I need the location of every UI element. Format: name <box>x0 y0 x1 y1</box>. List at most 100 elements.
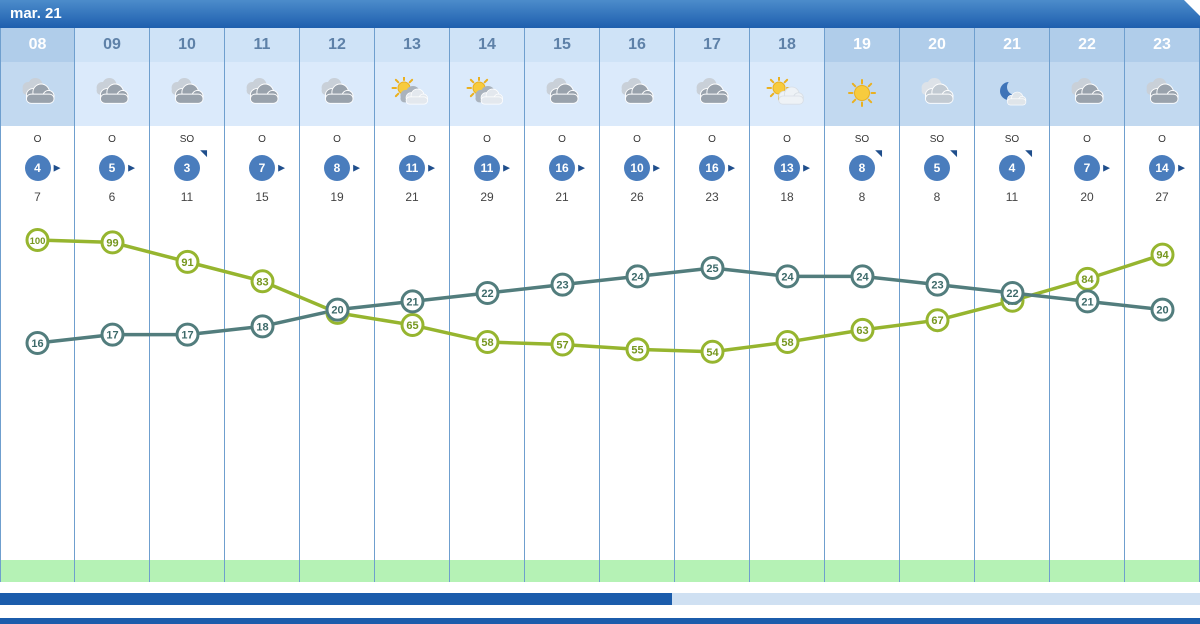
wind-speed-circle: 8 ◥ <box>849 149 882 181</box>
cloudy-icon <box>150 62 224 126</box>
horizontal-scrollbar[interactable] <box>0 593 1200 605</box>
wind-speed-circle: 4 ▶ <box>24 155 61 181</box>
wind-speed-value: 8 <box>333 161 341 175</box>
cloudy-icon <box>675 62 749 126</box>
wind-gust-label: 8 <box>825 186 899 212</box>
hour-column[interactable]: 12 O 8 ▶ 19 <box>300 28 375 582</box>
wind-direction-label: SO <box>975 126 1049 150</box>
wind-speed-circle: 16 ▶ <box>699 155 735 181</box>
wind-speed-circle: 11 ▶ <box>399 155 435 181</box>
cloudy-icon <box>1050 62 1124 126</box>
hour-column[interactable]: 11 O 7 ▶ 15 <box>225 28 300 582</box>
wind-arrow-icon: ▶ <box>1103 162 1110 173</box>
wind-speed-circle: 7 ▶ <box>249 155 285 181</box>
precipitation-band-cell <box>1125 560 1199 582</box>
wind-direction-label: O <box>675 126 749 150</box>
hour-label: 08 <box>1 28 74 62</box>
wind-speed-value: 5 <box>933 161 941 175</box>
precipitation-band-cell <box>300 560 374 582</box>
hour-column[interactable]: 20 SO 5 ◥ 8 <box>900 28 975 582</box>
hour-column[interactable]: 22 O 7 ▶ 20 <box>1050 28 1125 582</box>
wind-gust-label: 7 <box>1 186 74 212</box>
chart-column-space <box>75 212 149 560</box>
hour-column[interactable]: 15 O 16 ▶ 21 <box>525 28 600 582</box>
precipitation-band-cell <box>900 560 974 582</box>
hour-column[interactable]: 14 O 11 ▶ 29 <box>450 28 525 582</box>
hour-label: 09 <box>75 28 149 62</box>
chart-column-space <box>150 212 224 560</box>
wind-speed-value: 10 <box>630 161 644 175</box>
wind-arrow-icon: ▶ <box>128 162 135 173</box>
precipitation-band-cell <box>150 560 224 582</box>
hour-label: 11 <box>225 28 299 62</box>
wind-speed-badge: 5 ◥ <box>900 149 974 186</box>
wind-direction-label: O <box>225 126 299 150</box>
wind-gust-label: 19 <box>300 186 374 212</box>
hour-column[interactable]: 19 SO 8 ◥ 8 <box>825 28 900 582</box>
cloudy-icon <box>1125 62 1199 126</box>
wind-gust-label: 6 <box>75 186 149 212</box>
hour-label: 23 <box>1125 28 1199 62</box>
wind-direction-label: O <box>600 126 674 150</box>
wind-arrow-icon: ▶ <box>1178 162 1185 173</box>
chart-column-space <box>1 212 74 560</box>
wind-arrow-icon: ▶ <box>278 162 285 173</box>
chart-column-space <box>225 212 299 560</box>
titlebar: mar. 21 <box>0 0 1200 28</box>
wind-direction-label: O <box>75 126 149 150</box>
hour-column[interactable]: 16 O 10 ▶ 26 <box>600 28 675 582</box>
hour-label: 22 <box>1050 28 1124 62</box>
wind-speed-circle: 10 ▶ <box>624 155 660 181</box>
hour-column[interactable]: 21 SO 4 ◥ 11 <box>975 28 1050 582</box>
corner-fold <box>1184 0 1200 16</box>
wind-speed-badge: 11 ▶ <box>375 150 449 186</box>
wind-arrow-icon: ▶ <box>428 162 435 173</box>
hour-column[interactable]: 23 O 14 ▶ 27 <box>1125 28 1200 582</box>
hour-label: 10 <box>150 28 224 62</box>
wind-speed-badge: 4 ▶ <box>1 150 74 186</box>
wind-gust-label: 11 <box>975 186 1049 212</box>
hour-column[interactable]: 10 SO 3 ◥ 11 <box>150 28 225 582</box>
wind-speed-circle: 3 ◥ <box>174 149 207 181</box>
wind-speed-value: 8 <box>858 161 866 175</box>
wind-speed-circle: 5 ▶ <box>99 155 135 181</box>
hour-label: 12 <box>300 28 374 62</box>
wind-speed-circle: 4 ◥ <box>999 149 1032 181</box>
precipitation-band-cell <box>600 560 674 582</box>
wind-speed-badge: 8 ▶ <box>300 150 374 186</box>
chart-column-space <box>600 212 674 560</box>
precipitation-band-cell <box>675 560 749 582</box>
date-label: mar. 21 <box>10 5 62 22</box>
hour-column[interactable]: 17 O 16 ▶ 23 <box>675 28 750 582</box>
wind-direction-label: SO <box>150 126 224 150</box>
scrollbar-thumb[interactable] <box>0 593 672 605</box>
chart-column-space <box>750 212 824 560</box>
wind-speed-value: 11 <box>405 161 419 175</box>
hour-column[interactable]: 18 O 13 ▶ 18 <box>750 28 825 582</box>
cloudy-icon <box>300 62 374 126</box>
wind-arrow-icon: ◥ <box>200 148 207 158</box>
wind-direction-label: O <box>1 126 74 150</box>
hour-column[interactable]: 13 O 11 ▶ 21 <box>375 28 450 582</box>
wind-speed-circle: 13 ▶ <box>774 155 810 181</box>
hour-label: 17 <box>675 28 749 62</box>
sun-cloud-light-icon <box>750 62 824 126</box>
hour-column[interactable]: 09 O 5 ▶ 6 <box>75 28 150 582</box>
chart-column-space <box>975 212 1049 560</box>
wind-speed-badge: 5 ▶ <box>75 150 149 186</box>
wind-gust-label: 23 <box>675 186 749 212</box>
precipitation-band-cell <box>825 560 899 582</box>
wind-speed-value: 16 <box>555 161 569 175</box>
chart-column-space <box>900 212 974 560</box>
wind-speed-circle: 11 ▶ <box>474 155 510 181</box>
precipitation-band-cell <box>525 560 599 582</box>
sun-cloud-icon <box>375 62 449 126</box>
wind-speed-badge: 7 ▶ <box>225 150 299 186</box>
hour-column[interactable]: 08 O 4 ▶ 7 <box>0 28 75 582</box>
hour-label: 16 <box>600 28 674 62</box>
cloudy-icon <box>525 62 599 126</box>
sunny-icon <box>825 62 899 126</box>
wind-arrow-icon: ▶ <box>803 162 810 173</box>
wind-direction-label: O <box>1050 126 1124 150</box>
